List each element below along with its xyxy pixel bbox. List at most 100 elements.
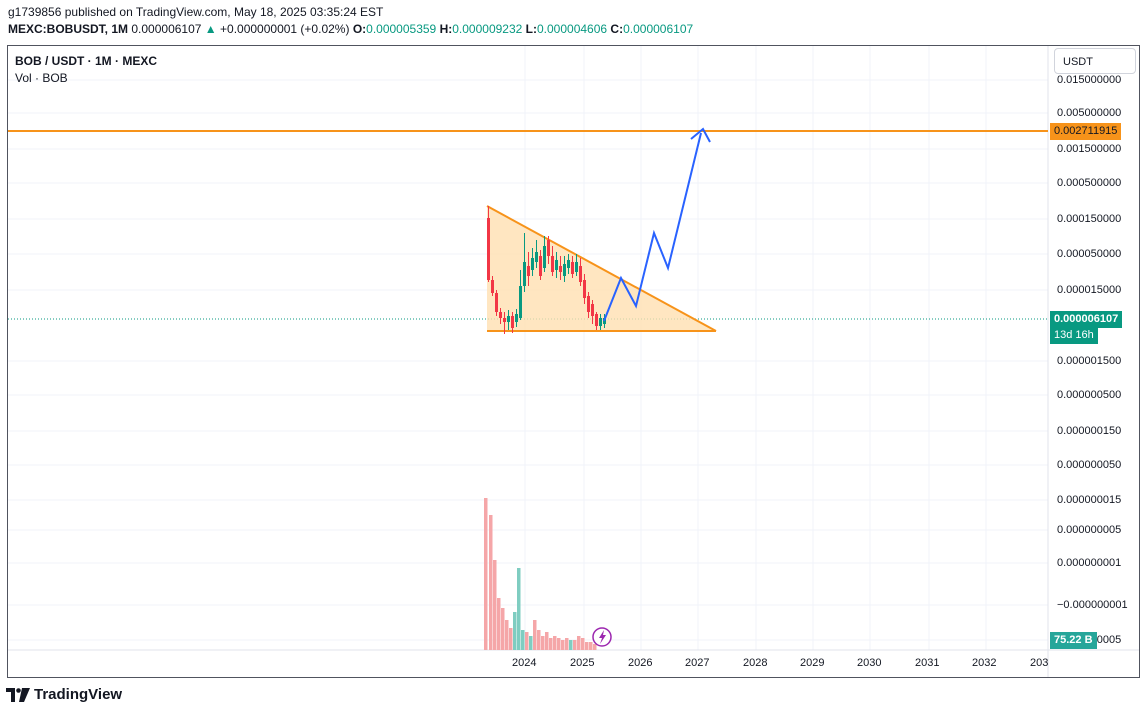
symbol-title[interactable]: BOB / USDT · 1M · MEXC xyxy=(15,54,158,68)
last-price-tag[interactable]: 0.000006107 xyxy=(1050,311,1123,328)
candle-body xyxy=(527,266,530,276)
volume-bar xyxy=(525,632,529,650)
candle-body xyxy=(503,318,506,322)
candle-body xyxy=(567,260,570,268)
time-axis-label: 2028 xyxy=(743,657,768,669)
candle-body xyxy=(511,316,514,328)
time-axis-label: 2030 xyxy=(857,657,882,669)
time-axis-label: 2024 xyxy=(512,657,537,669)
volume-bar xyxy=(541,636,545,650)
volume-bar xyxy=(553,636,557,650)
grid xyxy=(8,46,1048,650)
close-label: C: xyxy=(610,22,624,36)
volume-bar xyxy=(593,644,597,650)
high-label: H: xyxy=(439,22,453,36)
volume-bar xyxy=(489,515,493,650)
candle-body xyxy=(591,304,594,316)
ohlc-row: MEXC:BOBUSDT, 1M 0.000006107 ▲ +0.000000… xyxy=(8,21,693,38)
volume-bar xyxy=(549,638,553,650)
price-axis-label: 0.001500000 xyxy=(1057,143,1122,155)
candle-body xyxy=(559,266,562,272)
volume-bars xyxy=(484,498,597,650)
price-axis-label: 0.000000150 xyxy=(1057,425,1122,437)
lightning-icon[interactable] xyxy=(592,627,612,647)
candle-body xyxy=(595,314,598,326)
volume-bar xyxy=(577,636,581,650)
volume-tag: 75.22 B xyxy=(1050,632,1097,649)
triangle-resistance-line[interactable] xyxy=(486,205,717,332)
candle-body xyxy=(531,258,534,270)
candle-body xyxy=(599,318,602,326)
low-label: L: xyxy=(525,22,537,36)
volume-bar xyxy=(589,642,593,650)
candle-body xyxy=(487,218,490,280)
volume-bar xyxy=(484,498,488,650)
brand-name: TradingView xyxy=(34,686,123,703)
candle-body xyxy=(499,312,502,318)
price-axis-label: 0.000001500 xyxy=(1057,355,1122,367)
candle-body xyxy=(579,266,582,282)
candle-body xyxy=(571,262,574,274)
price-axis-label: 0.000150000 xyxy=(1057,213,1122,225)
close-value: 0.000006107 xyxy=(623,22,694,36)
low-value: 0.000004606 xyxy=(537,22,608,36)
publish-info: g1739856 published on TradingView.com, M… xyxy=(8,5,384,19)
time-axis-label: 203 xyxy=(1030,657,1049,669)
tradingview-logo-icon xyxy=(6,687,30,702)
candle-body xyxy=(587,296,590,312)
volume-bar xyxy=(517,568,521,650)
candle-body xyxy=(575,262,578,272)
volume-bar xyxy=(557,638,561,650)
volume-bar xyxy=(533,620,537,650)
change-arrow-icon: ▲ xyxy=(204,22,217,36)
tradingview-logo[interactable]: TradingView xyxy=(6,686,122,703)
price-axis-label: 0.000000500 xyxy=(1057,389,1122,401)
price-axis-label: 0.015000000 xyxy=(1057,74,1122,86)
projection-arrowhead[interactable] xyxy=(690,127,711,143)
candle-body xyxy=(539,256,542,276)
open-label: O: xyxy=(352,22,367,36)
candle-body xyxy=(547,240,550,256)
candle-body xyxy=(507,316,510,322)
current-price: 0.000006107 xyxy=(131,22,202,36)
candle-body xyxy=(523,262,526,286)
volume-bar xyxy=(513,612,517,650)
currency-button[interactable]: USDT xyxy=(1054,48,1136,74)
volume-bar xyxy=(505,620,509,650)
price-axis-label: 0.005000000 xyxy=(1057,107,1122,119)
candle-body xyxy=(551,256,554,272)
candle-body xyxy=(563,264,566,276)
target-price-tag[interactable]: 0.002711915 xyxy=(1050,123,1122,140)
price-axis-label: 0.000000015 xyxy=(1057,494,1122,506)
volume-bar xyxy=(565,638,569,650)
volume-bar xyxy=(569,640,573,650)
chart-frame[interactable] xyxy=(7,45,1140,678)
chart-header: g1739856 published on TradingView.com, M… xyxy=(8,4,693,38)
volume-legend[interactable]: Vol · BOB xyxy=(15,71,68,85)
volume-bar xyxy=(493,560,497,650)
open-value: 0.000005359 xyxy=(366,22,437,36)
volume-bar xyxy=(545,632,549,650)
price-axis-label: 0.000015000 xyxy=(1057,284,1122,296)
candle-body xyxy=(515,314,518,322)
price-axis-label: 0.000500000 xyxy=(1057,177,1122,189)
time-axis-label: 2031 xyxy=(915,657,940,669)
candle-body xyxy=(543,246,546,268)
chart-legend[interactable]: BOB / USDT · 1M · MEXC Vol · BOB xyxy=(15,53,157,87)
time-axis-label: 2027 xyxy=(685,657,710,669)
countdown-tag: 13d 16h xyxy=(1050,327,1098,344)
symbol-label: MEXC:BOBUSDT, 1M xyxy=(8,22,129,36)
price-axis-label: −0.000000001 xyxy=(1057,599,1128,611)
price-axis-label: 0.000000001 xyxy=(1057,557,1122,569)
candle-body xyxy=(491,280,494,293)
price-axis-label: 0.000000005 xyxy=(1057,524,1122,536)
volume-bar xyxy=(509,628,513,650)
candle-body xyxy=(519,286,522,318)
high-value: 0.000009232 xyxy=(452,22,523,36)
projection-path[interactable] xyxy=(603,132,702,322)
volume-bar xyxy=(561,640,565,650)
time-axis-label: 2032 xyxy=(972,657,997,669)
price-change: +0.000000001 (+0.02%) xyxy=(220,22,350,36)
time-axis-label: 2029 xyxy=(800,657,825,669)
